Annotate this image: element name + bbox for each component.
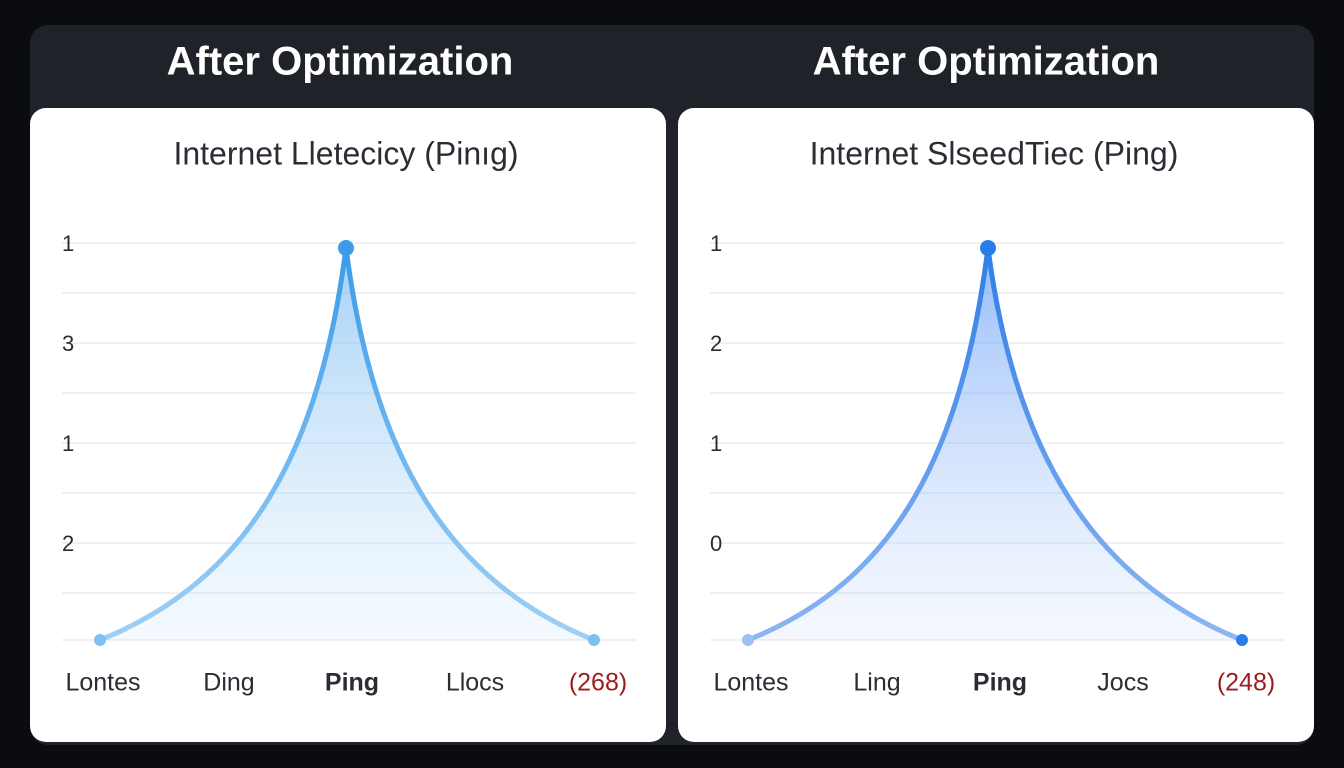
panel-header: After Optimization [813,40,1160,84]
y-label: 3 [62,331,74,356]
end-dot [94,634,106,646]
y-label: 1 [710,431,722,456]
end-dot [588,634,600,646]
peak-dot [338,240,354,256]
x-label: (248) [1217,669,1275,697]
y-label: 1 [62,231,74,256]
curve-area [100,248,594,640]
peak-dot [980,240,996,256]
y-label: 0 [710,531,722,556]
x-label: Llocs [446,669,504,697]
y-label: 2 [710,331,722,356]
curve-area [748,248,1242,640]
x-label: Ping [973,669,1027,697]
x-label: Ling [853,669,900,697]
end-dot [742,634,754,646]
x-label: Jocs [1097,669,1148,697]
x-label: Ding [203,669,254,697]
x-label: Ping [325,669,379,697]
y-label: 1 [710,231,722,256]
x-label: Lontes [713,669,788,697]
y-label: 2 [62,531,74,556]
card-title: Internet SlseedTiec (Ping) [810,135,1179,171]
card-title: Internet Lletecicy (Pinıg) [173,135,518,171]
x-label: Lontes [65,669,140,697]
panel-header: After Optimization [167,40,514,84]
x-label: (268) [569,669,627,697]
end-dot [1236,634,1248,646]
y-label: 1 [62,431,74,456]
